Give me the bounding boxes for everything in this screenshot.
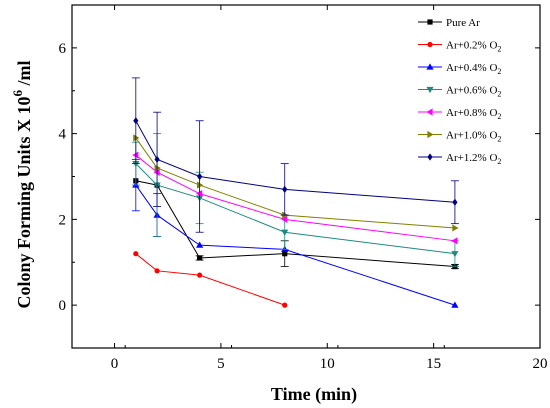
legend-item: Ar+0.2% O2	[418, 40, 501, 54]
data-point	[427, 130, 434, 139]
series-4	[132, 151, 458, 245]
x-tick-label: 5	[217, 356, 225, 372]
data-point	[197, 172, 203, 181]
series-line	[135, 253, 285, 306]
data-point	[281, 229, 289, 236]
series-5	[133, 134, 459, 232]
legend-label-subscript: 2	[497, 112, 501, 121]
data-point	[451, 251, 459, 258]
legend-item: Ar+0.6% O2	[418, 85, 501, 99]
data-point	[132, 161, 140, 168]
series-1	[133, 251, 288, 308]
legend-label-main: Ar+1.2% O	[446, 152, 497, 164]
data-point	[196, 241, 204, 248]
x-tick-label: 15	[426, 356, 441, 372]
legend-label-subscript: 2	[497, 90, 501, 99]
x-tick-label: 20	[533, 356, 548, 372]
data-point	[451, 237, 458, 245]
data-point	[451, 301, 459, 308]
data-point	[282, 251, 288, 257]
plot-area	[131, 77, 459, 308]
series-line	[135, 137, 455, 229]
data-point	[427, 19, 433, 25]
legend-label: Ar+0.2% O2	[446, 40, 501, 54]
legend-label-main: Ar+1.0% O	[446, 130, 497, 142]
legend-label-subscript: 2	[497, 135, 501, 144]
legend-label: Ar+0.8% O2	[446, 107, 501, 121]
legend-item: Ar+1.0% O2	[418, 130, 501, 144]
data-point	[282, 185, 288, 193]
legend-item: Ar+0.8% O2	[418, 107, 501, 121]
data-point	[196, 190, 203, 198]
legend-label-subscript: 2	[497, 157, 501, 166]
data-point	[282, 302, 288, 308]
data-point	[427, 41, 433, 48]
x-axis-title: Time (min)	[271, 384, 357, 405]
y-tick-label: 0	[59, 298, 67, 314]
legend-item: Pure Ar	[418, 17, 480, 29]
data-point	[426, 86, 434, 94]
x-tick-label: 10	[320, 356, 335, 372]
axes: 0 5 10 15 20 0 2 4 6	[59, 4, 548, 372]
data-point	[154, 164, 161, 172]
y-axis-title-main: Colony Forming Units X 10	[14, 96, 34, 308]
data-point	[197, 272, 203, 278]
series-3	[131, 133, 459, 267]
y-tick-label: 4	[59, 127, 67, 143]
data-point	[153, 168, 160, 176]
plot-frame	[71, 4, 541, 349]
data-point	[197, 255, 203, 261]
legend-label: Pure Ar	[446, 17, 480, 29]
series-line	[135, 184, 456, 306]
legend-label: Ar+1.0% O2	[446, 130, 501, 144]
legend-label: Ar+0.6% O2	[446, 85, 501, 99]
series-line	[135, 120, 455, 203]
data-point	[427, 153, 433, 161]
series-6	[131, 77, 459, 233]
series-0	[133, 178, 459, 270]
legend-label-main: Ar+0.6% O	[446, 85, 497, 97]
data-point	[426, 108, 433, 116]
series-line	[135, 180, 455, 268]
data-point	[154, 155, 160, 163]
y-axis-title-exponent: 6	[10, 89, 25, 96]
data-point	[133, 251, 139, 257]
y-axis-title: Colony Forming Units X 106 /ml	[10, 60, 34, 308]
series-line	[135, 163, 455, 255]
legend-item: Ar+0.4% O2	[418, 62, 501, 76]
data-point	[133, 134, 140, 142]
y-axis-title-suffix: /ml	[14, 60, 34, 90]
x-tick-label: 0	[111, 356, 119, 372]
legend-label-main: Ar+0.4% O	[446, 62, 497, 74]
y-tick-label: 6	[59, 41, 67, 57]
data-point	[154, 268, 160, 274]
legend-label-main: Ar+0.8% O	[446, 107, 497, 119]
legend-label-subscript: 2	[497, 67, 501, 76]
legend-label-subscript: 2	[497, 45, 501, 54]
data-point	[197, 181, 204, 189]
y-tick-label: 2	[59, 212, 67, 228]
legend-label: Ar+0.4% O2	[446, 62, 501, 76]
data-point	[452, 224, 459, 232]
data-point	[426, 63, 434, 70]
legend-item: Ar+1.2% O2	[418, 152, 501, 166]
data-point	[133, 117, 139, 125]
data-point	[132, 151, 139, 159]
legend-label-main: Ar+0.2% O	[446, 40, 497, 52]
data-point	[452, 198, 458, 206]
legend-label: Ar+1.2% O2	[446, 152, 501, 166]
series-line	[135, 154, 455, 242]
data-point	[281, 215, 288, 223]
legend-label-main: Pure Ar	[446, 17, 480, 29]
